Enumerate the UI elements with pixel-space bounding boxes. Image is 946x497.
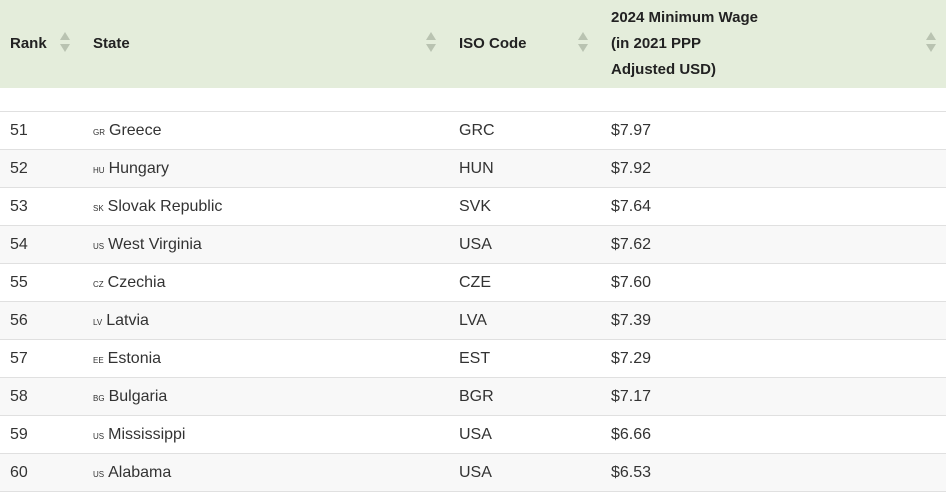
wage-cell: $7.92 <box>611 160 652 177</box>
rank-cell: 56 <box>10 312 28 329</box>
state-cell: us Mississippi <box>93 416 185 455</box>
iso-cell: BGR <box>459 388 494 405</box>
wage-cell: $7.60 <box>611 274 652 291</box>
country-code: sk <box>93 202 104 214</box>
state-cell: cz Czechia <box>93 264 165 303</box>
rank-cell: 57 <box>10 350 28 367</box>
header-wage-line: 2024 Minimum Wage <box>611 9 758 26</box>
rank-cell: 51 <box>10 122 28 139</box>
state-name: Latvia <box>106 312 149 329</box>
state-cell: gr Greece <box>93 112 161 151</box>
table-row: 56 lv Latvia LVA $7.39 <box>0 302 946 340</box>
iso-cell: GRC <box>459 122 495 139</box>
table-header: Rank State ISO Code 2024 Minimum Wage (i… <box>0 0 946 88</box>
table-body: 51 gr Greece GRC $7.97 52 hu Hungary HUN $7… <box>0 112 946 492</box>
state-name: Bulgaria <box>108 388 168 405</box>
rank-cell: 58 <box>10 388 28 405</box>
country-code: gr <box>93 126 105 138</box>
country-code: cz <box>93 278 104 290</box>
state-cell: sk Slovak Republic <box>93 188 222 227</box>
table-row: 58 bg Bulgaria BGR $7.17 <box>0 378 946 416</box>
state-cell: us West Virginia <box>93 226 202 265</box>
state-name: Greece <box>109 122 162 139</box>
country-code: lv <box>93 316 103 328</box>
wage-cell: $6.53 <box>611 464 652 481</box>
header-wage[interactable]: 2024 Minimum Wage (in 2021 PPP Adjusted … <box>611 0 758 88</box>
state-cell: lv Latvia <box>93 302 149 341</box>
wage-cell: $7.64 <box>611 198 652 215</box>
state-cell: us Alabama <box>93 454 171 493</box>
sort-rank-icon[interactable] <box>60 32 70 54</box>
country-code: us <box>93 430 105 442</box>
state-cell: bg Bulgaria <box>93 378 167 417</box>
country-code: bg <box>93 392 105 404</box>
table-row: 59 us Mississippi USA $6.66 <box>0 416 946 454</box>
sort-wage-icon[interactable] <box>926 32 936 54</box>
rank-cell: 54 <box>10 236 28 253</box>
iso-cell: USA <box>459 236 492 253</box>
country-code: ee <box>93 354 104 366</box>
iso-cell: USA <box>459 426 492 443</box>
rank-cell: 53 <box>10 198 28 215</box>
table-row: 57 ee Estonia EST $7.29 <box>0 340 946 378</box>
sort-state-icon[interactable] <box>426 32 436 54</box>
header-iso[interactable]: ISO Code <box>459 35 527 52</box>
table-row: 55 cz Czechia CZE $7.60 <box>0 264 946 302</box>
header-state[interactable]: State <box>93 35 130 52</box>
state-cell: ee Estonia <box>93 340 161 379</box>
table-row: 52 hu Hungary HUN $7.92 <box>0 150 946 188</box>
rank-cell: 55 <box>10 274 28 291</box>
table-row: 54 us West Virginia USA $7.62 <box>0 226 946 264</box>
iso-cell: EST <box>459 350 491 367</box>
state-name: Estonia <box>107 350 162 367</box>
state-name: Czechia <box>107 274 166 291</box>
rank-cell: 60 <box>10 464 28 481</box>
table-row: 60 us Alabama USA $6.53 <box>0 454 946 492</box>
iso-cell: SVK <box>459 198 492 215</box>
country-code: us <box>93 240 105 252</box>
table-row: 51 gr Greece GRC $7.97 <box>0 112 946 150</box>
sort-iso-icon[interactable] <box>578 32 588 54</box>
wage-cell: $7.17 <box>611 388 652 405</box>
state-name: Alabama <box>108 464 172 481</box>
iso-cell: HUN <box>459 160 494 177</box>
wage-cell: $6.66 <box>611 426 652 443</box>
state-cell: hu Hungary <box>93 150 169 189</box>
spacer-row <box>0 88 946 112</box>
header-wage-line: (in 2021 PPP <box>611 35 702 52</box>
rank-cell: 59 <box>10 426 28 443</box>
header-wage-line: Adjusted USD) <box>611 61 716 78</box>
wage-cell: $7.29 <box>611 350 652 367</box>
state-name: Hungary <box>108 160 170 177</box>
rank-cell: 52 <box>10 160 28 177</box>
state-name: Mississippi <box>108 426 186 443</box>
state-name: Slovak Republic <box>107 198 223 215</box>
country-code: hu <box>93 164 105 176</box>
table-row: 53 sk Slovak Republic SVK $7.64 <box>0 188 946 226</box>
wage-cell: $7.62 <box>611 236 652 253</box>
iso-cell: LVA <box>459 312 487 329</box>
iso-cell: CZE <box>459 274 491 291</box>
iso-cell: USA <box>459 464 492 481</box>
state-name: West Virginia <box>108 236 202 253</box>
wage-cell: $7.39 <box>611 312 652 329</box>
header-rank[interactable]: Rank <box>10 35 47 52</box>
wage-cell: $7.97 <box>611 122 652 139</box>
country-code: us <box>93 468 105 480</box>
